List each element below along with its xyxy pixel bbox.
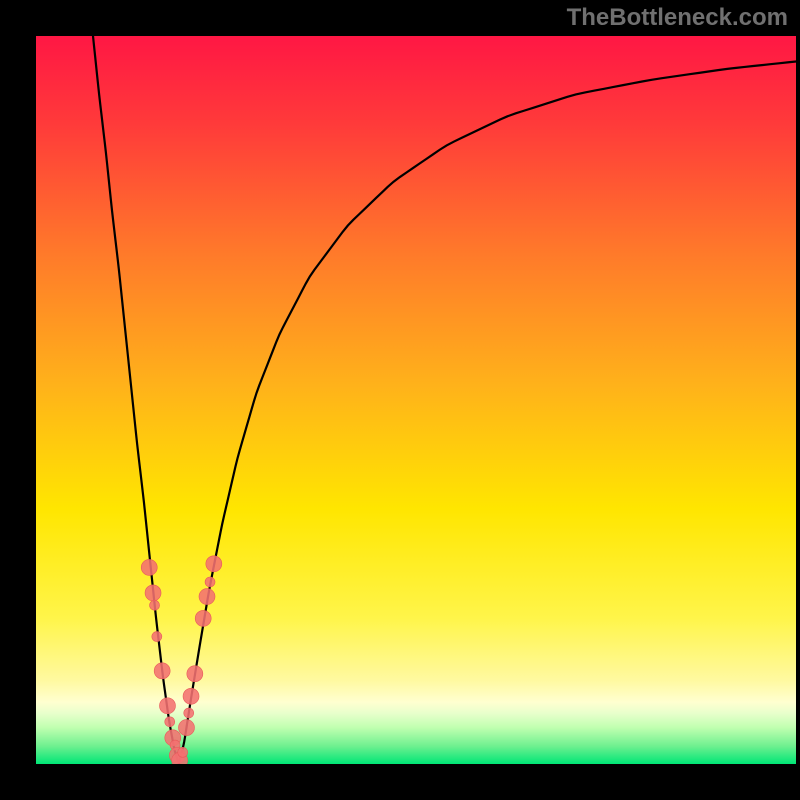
chart-container: TheBottleneck.com	[0, 0, 800, 800]
plot-background	[36, 36, 796, 764]
scatter-dot	[141, 559, 157, 575]
scatter-dot	[195, 610, 211, 626]
scatter-dot	[206, 556, 222, 572]
scatter-dot	[145, 585, 161, 601]
chart-svg	[0, 0, 800, 800]
scatter-dot	[187, 666, 203, 682]
scatter-dot	[159, 698, 175, 714]
scatter-dot	[183, 688, 199, 704]
scatter-dot	[154, 663, 170, 679]
scatter-dot	[152, 632, 162, 642]
scatter-dot	[178, 747, 188, 757]
scatter-dot	[184, 708, 194, 718]
scatter-dot	[150, 600, 160, 610]
scatter-dot	[178, 720, 194, 736]
scatter-dot	[199, 589, 215, 605]
scatter-dot	[165, 717, 175, 727]
scatter-dot	[205, 577, 215, 587]
